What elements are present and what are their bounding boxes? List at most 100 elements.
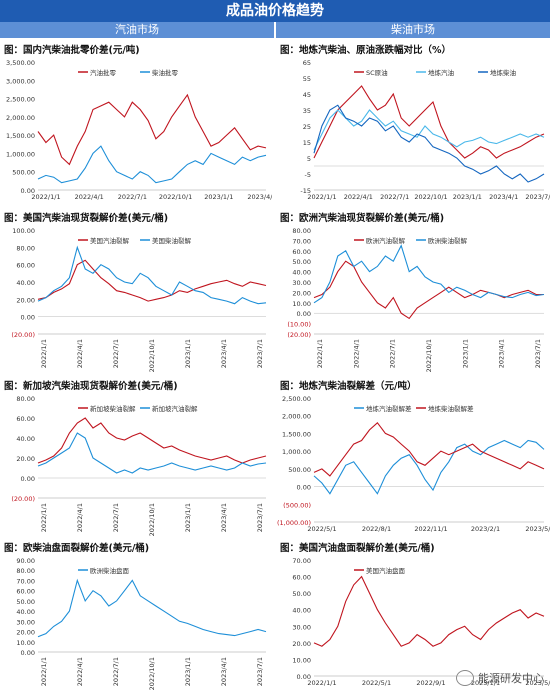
series-line xyxy=(313,260,544,320)
series-line xyxy=(313,575,545,647)
x-tick-label: 2022/1/1 xyxy=(40,339,48,368)
legend-label: 汽油批零 xyxy=(90,68,117,77)
y-tick-label: 5 xyxy=(307,155,311,163)
y-tick-label: 10.00 xyxy=(16,639,35,647)
x-tick-label: 2022/1/1 xyxy=(31,193,60,201)
x-tick-label: 2022/10/1 xyxy=(425,339,433,372)
y-tick-label: 10.00 xyxy=(292,300,311,308)
series-line xyxy=(313,439,545,495)
x-tick-label: 2022/5/1 xyxy=(362,679,391,687)
y-tick-label: 1,000.00 xyxy=(282,448,311,456)
y-tick-label: 30.00 xyxy=(16,618,35,626)
chart-panel-p7: 图：欧柴油盘面裂解价差(美元/桶) 90.00 80.00 70.00 60.00 50.… xyxy=(0,540,272,690)
x-tick-label: 2022/1/1 xyxy=(307,193,336,201)
y-tick-label: 70.00 xyxy=(16,577,35,585)
y-tick-label: 0.00 xyxy=(297,673,311,681)
chart-svg: 80.00 70.00 60.00 50.00 40.00 30.00 20.00 10.00… xyxy=(287,227,545,372)
x-tick-label: 2023/4/1 xyxy=(220,503,228,532)
x-tick-label: 2023/4/1 xyxy=(498,339,506,368)
x-tick-label: 2023/4/1 xyxy=(247,193,272,201)
y-tick-label: 50.00 xyxy=(292,258,311,266)
chart-svg: 100.00 80.00 60.00 40.00 20.00 0.00 (20.00) 202… xyxy=(11,227,267,372)
chart-title: 图：地炼汽柴油裂解差（元/吨） xyxy=(280,381,417,392)
x-tick-label: 2023/1/1 xyxy=(461,339,469,368)
y-tick-label: 100.00 xyxy=(12,227,35,235)
y-tick-label: 50.00 xyxy=(16,598,35,606)
chart-panel-p5: 图：新加坡汽柴油现货裂解价差(美元/桶) 80.00 60.00 40.00 20.00… xyxy=(0,378,272,536)
y-tick-label: 1,500.00 xyxy=(6,132,35,140)
x-tick-label: 2022/1/1 xyxy=(40,503,48,532)
legend-label: 新加坡柴油裂解 xyxy=(90,404,136,413)
chart-title: 图：欧柴油盘面裂解价差(美元/桶) xyxy=(4,543,150,554)
legend-label: 新加坡汽油裂解 xyxy=(152,404,198,413)
x-tick-label: 2023/7/1 xyxy=(256,503,264,532)
y-tick-label: 60.00 xyxy=(16,588,35,596)
x-tick-label: 2022/4/1 xyxy=(352,339,360,368)
x-tick-label: 2022/7/1 xyxy=(118,193,147,201)
y-tick-label: 0.00 xyxy=(297,310,311,318)
y-tick-label: 2,500.00 xyxy=(282,395,311,403)
x-tick-label: 2022/4/1 xyxy=(76,503,84,532)
y-tick-label: 60.00 xyxy=(292,574,311,582)
series-line xyxy=(37,93,267,166)
series-line xyxy=(37,432,267,474)
x-tick-label: 2023/7/1 xyxy=(525,193,550,201)
x-tick-label: 2023/1/1 xyxy=(471,679,500,687)
y-tick-label: 25 xyxy=(303,123,311,131)
x-tick-label: 2022/4/1 xyxy=(76,657,84,686)
y-tick-label: 35 xyxy=(303,107,311,115)
x-tick-label: 2022/7/1 xyxy=(112,503,120,532)
x-tick-label: 2023/1/1 xyxy=(184,503,192,532)
y-tick-label: 60.00 xyxy=(16,262,35,270)
y-tick-label: 80.00 xyxy=(16,567,35,575)
x-tick-label: 2023/7/1 xyxy=(256,339,264,368)
series-line xyxy=(37,245,267,305)
chart-panel-p3: 图：美国汽柴油现货裂解价差(美元/桶) 100.00 80.00 60.00 40.00… xyxy=(0,210,272,372)
legend-label: 美国汽油盘面 xyxy=(366,566,406,575)
series-line xyxy=(313,421,545,477)
y-tick-label: 20.00 xyxy=(292,289,311,297)
y-tick-label: 80.00 xyxy=(16,244,35,252)
x-tick-label: 2023/1/1 xyxy=(204,193,233,201)
series-line xyxy=(37,417,267,464)
chart-svg: 90.00 80.00 70.00 60.00 50.00 40.00 30.00 20.00… xyxy=(16,557,267,690)
y-tick-label: 10.00 xyxy=(292,656,311,664)
x-tick-label: 2023/2/1 xyxy=(471,525,500,533)
chart-svg: 80.00 60.00 40.00 20.00 0.00 (20.00) 2022/1/1 2… xyxy=(11,395,267,536)
series-line xyxy=(37,578,267,638)
x-tick-label: 2022/10/1 xyxy=(148,657,156,690)
y-tick-label: 0.00 xyxy=(21,314,35,322)
legend-label: 欧洲汽油裂解 xyxy=(366,236,406,245)
chart-panel-p4: 图：欧洲汽柴油现货裂解价差(美元/桶) 80.00 70.00 60.00 50.00 4… xyxy=(276,210,550,372)
y-tick-label: 2,000.00 xyxy=(6,114,35,122)
x-tick-label: 2023/1/1 xyxy=(184,339,192,368)
y-tick-label: 80.00 xyxy=(16,395,35,403)
x-tick-label: 2022/10/1 xyxy=(148,339,156,372)
legend-label: 欧洲柴油盘面 xyxy=(90,566,130,575)
chart-panel-p6: 图：地炼汽柴油裂解差（元/吨） 2,500.00 2,000.00 1,500.00 1… xyxy=(276,378,550,536)
y-tick-label: 1,500.00 xyxy=(282,430,311,438)
y-tick-label: 3,500.00 xyxy=(6,59,35,67)
y-tick-label: 45 xyxy=(303,91,311,99)
y-tick-label: (20.00) xyxy=(11,331,35,339)
y-tick-label: 0.00 xyxy=(21,649,35,657)
x-tick-label: 2023/5/1 xyxy=(525,525,550,533)
x-tick-label: 2022/8/1 xyxy=(362,525,391,533)
y-tick-label: 3,000.00 xyxy=(6,77,35,85)
y-tick-label: 40.00 xyxy=(292,607,311,615)
series-line xyxy=(313,109,545,151)
y-tick-label: 70.00 xyxy=(292,557,311,565)
chart-title: 图：美国汽油盘面裂解价差(美元/桶) xyxy=(280,543,435,554)
x-tick-label: 2022/7/1 xyxy=(112,339,120,368)
y-tick-label: 15 xyxy=(303,139,311,147)
x-tick-label: 2023/5/1 xyxy=(525,679,550,687)
x-tick-label: 2022/1/1 xyxy=(307,679,336,687)
x-tick-label: 2023/4/1 xyxy=(489,193,518,201)
chart-svg: 3,500.00 3,000.00 2,500.00 2,000.00 1,500.00… xyxy=(6,59,272,201)
legend-label: 欧洲柴油裂解 xyxy=(428,236,468,245)
y-tick-label: 20.00 xyxy=(292,640,311,648)
watermark-text: 能源研发中心 xyxy=(478,672,544,685)
y-tick-label: 1,000.00 xyxy=(6,150,35,158)
x-tick-label: 2023/4/1 xyxy=(220,339,228,368)
y-tick-label: 50.00 xyxy=(292,590,311,598)
